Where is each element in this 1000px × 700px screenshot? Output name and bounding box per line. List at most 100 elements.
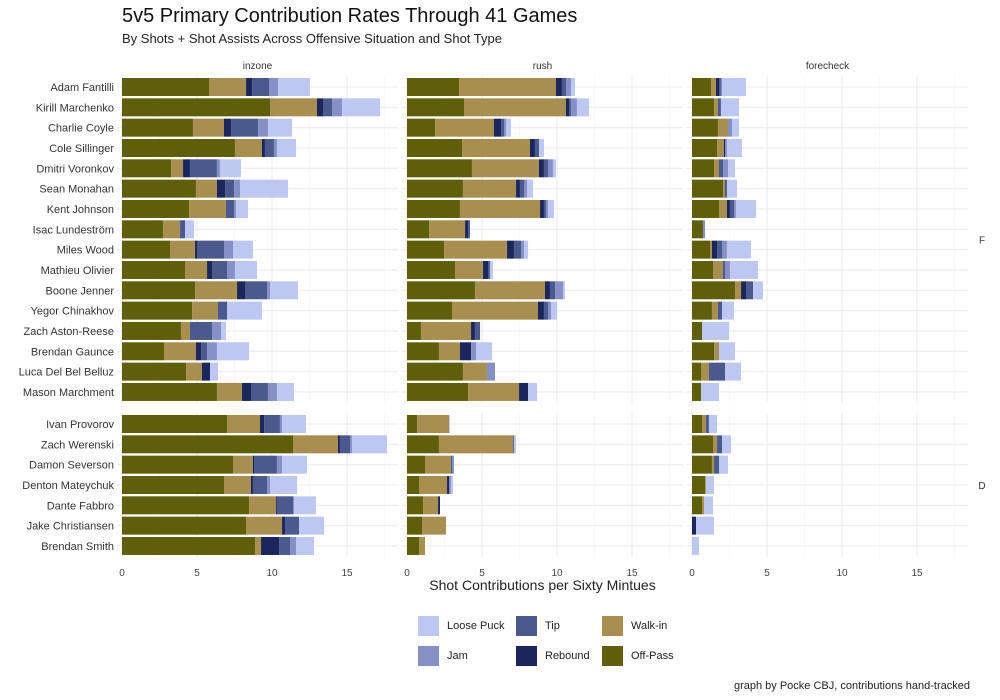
bar-segment-walk-in bbox=[714, 342, 719, 361]
bar-segment-off-pass bbox=[692, 496, 703, 515]
bar-segment-rebound bbox=[716, 78, 719, 96]
bar-segment-rebound bbox=[195, 240, 197, 259]
bar-segment-loose-puck bbox=[524, 240, 529, 259]
bar-segment-loose-puck bbox=[720, 98, 739, 117]
bar-segment-off-pass bbox=[692, 281, 736, 300]
y-axis-player-label: Mason Marchment bbox=[23, 387, 114, 399]
bar-segment-off-pass bbox=[122, 455, 233, 474]
x-tick-label: 15 bbox=[341, 568, 353, 579]
x-tick-label: 10 bbox=[836, 568, 848, 579]
bar-segment-loose-puck bbox=[722, 78, 746, 96]
bar-segment-tip bbox=[705, 415, 709, 433]
bar-segment-tip bbox=[264, 415, 280, 433]
y-axis-player-label: Mathieu Olivier bbox=[41, 265, 115, 277]
bar-segment-jam bbox=[267, 475, 271, 494]
bar-segment-tip bbox=[719, 78, 721, 96]
bar-segment-off-pass bbox=[407, 281, 475, 300]
bar-segment-loose-puck bbox=[726, 138, 742, 157]
bar-segment-walk-in bbox=[419, 475, 448, 494]
bar-segment-loose-puck bbox=[735, 199, 757, 218]
bar-segment-rebound bbox=[465, 220, 469, 239]
bar-segment-walk-in bbox=[164, 342, 196, 361]
bar-segment-jam bbox=[212, 321, 221, 340]
bar-segment-loose-puck bbox=[268, 118, 293, 137]
bar-segment-rebound bbox=[282, 516, 286, 535]
bar-segment-walk-in bbox=[192, 118, 224, 137]
bar-segment-walk-in bbox=[714, 159, 719, 178]
bar-segment-jam bbox=[207, 342, 217, 361]
legend-swatch bbox=[516, 616, 537, 636]
bar-segment-off-pass bbox=[407, 415, 418, 433]
facet-column-label: rush bbox=[533, 61, 552, 72]
bar-segment-walk-in bbox=[249, 496, 277, 515]
bar-segment-tip bbox=[468, 220, 470, 239]
bar-segment-tip bbox=[543, 159, 548, 178]
chart-subtitle: By Shots + Shot Assists Across Offensive… bbox=[122, 31, 502, 46]
legend: Loose Puck Jam Tip Rebound Walk-in Off-Pass bbox=[418, 616, 678, 668]
bar-segment-rebound bbox=[545, 281, 550, 300]
bar-segment-walk-in bbox=[192, 301, 218, 320]
bar-segment-walk-in bbox=[438, 342, 460, 361]
bar-segment-loose-puck bbox=[513, 435, 517, 454]
bar-segment-tip bbox=[276, 496, 293, 515]
bar-segment-walk-in bbox=[735, 281, 742, 300]
bar-segment-off-pass bbox=[692, 382, 701, 401]
bar-segment-loose-puck bbox=[276, 382, 295, 401]
y-axis-player-label: Dmitri Voronkov bbox=[36, 163, 114, 175]
bar-segment-off-pass bbox=[692, 415, 703, 433]
caption: graph by Pocke CBJ, contributions hand-t… bbox=[733, 680, 970, 692]
bar-segment-off-pass bbox=[407, 240, 445, 259]
bar-segment-loose-puck bbox=[692, 536, 700, 555]
bar-segment-rebound bbox=[723, 138, 725, 157]
bar-segment-loose-puck bbox=[185, 220, 194, 239]
bar-segment-off-pass bbox=[692, 138, 718, 157]
bar-segment-walk-in bbox=[209, 78, 247, 96]
bar-segment-off-pass bbox=[407, 301, 452, 320]
bar-segment-rebound bbox=[447, 475, 449, 494]
y-axis-player-label: Miles Wood bbox=[57, 245, 114, 257]
x-tick-label: 15 bbox=[911, 568, 923, 579]
bar-segment-rebound bbox=[242, 382, 251, 401]
bar-segment-off-pass bbox=[407, 220, 430, 239]
bar-segment-loose-puck bbox=[234, 260, 257, 279]
legend-label: Off-Pass bbox=[631, 650, 674, 662]
y-axis-player-label: Luca Del Bel Belluz bbox=[19, 367, 114, 379]
bar-segment-rebound bbox=[207, 260, 212, 279]
bar-segment-off-pass bbox=[122, 321, 181, 340]
bar-segment-off-pass bbox=[692, 321, 703, 340]
bar-segment-walk-in bbox=[171, 159, 184, 178]
bar-segment-off-pass bbox=[692, 301, 712, 320]
bar-segment-off-pass bbox=[407, 455, 425, 474]
bar-segment-off-pass bbox=[407, 199, 460, 218]
x-tick-label: 10 bbox=[266, 568, 278, 579]
bar-segment-off-pass bbox=[407, 118, 436, 137]
bar-segment-off-pass bbox=[407, 516, 422, 535]
bar-segment-jam bbox=[728, 118, 733, 137]
bar-segment-loose-puck bbox=[696, 516, 715, 535]
bar-segment-tip bbox=[543, 301, 548, 320]
bar-segment-loose-puck bbox=[210, 362, 218, 381]
bar-segment-tip bbox=[197, 240, 224, 259]
bar-segment-tip bbox=[218, 301, 227, 320]
bar-segment-tip bbox=[746, 281, 754, 300]
bar-segment-off-pass bbox=[692, 455, 712, 474]
bar-segment-off-pass bbox=[122, 496, 250, 515]
bar-segment-tip bbox=[717, 98, 721, 117]
bar-segment-off-pass bbox=[692, 260, 713, 279]
bar-segment-jam bbox=[471, 342, 476, 361]
bar-segment-jam bbox=[566, 78, 571, 96]
bar-segment-rebound bbox=[539, 159, 544, 178]
bar-segment-jam bbox=[216, 159, 220, 178]
bar-segment-tip bbox=[513, 435, 514, 454]
bar-segment-rebound bbox=[338, 435, 340, 454]
bar-segment-tip bbox=[180, 220, 185, 239]
bar-segment-off-pass bbox=[692, 475, 706, 494]
x-tick-label: 5 bbox=[194, 568, 200, 579]
bar-segment-jam bbox=[276, 455, 283, 474]
bar-segment-tip bbox=[339, 435, 350, 454]
bar-segment-jam bbox=[290, 536, 296, 555]
bar-segment-tip bbox=[189, 321, 212, 340]
bar-segment-off-pass bbox=[407, 435, 439, 454]
bar-segment-walk-in bbox=[705, 475, 706, 494]
